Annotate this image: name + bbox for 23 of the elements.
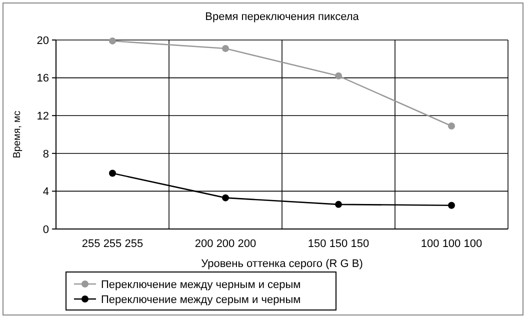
point xyxy=(109,37,116,44)
point xyxy=(222,45,229,52)
x-axis-title: Уровень оттенка серого (R G B) xyxy=(201,258,363,270)
point xyxy=(335,200,342,208)
point xyxy=(448,122,455,130)
y-tick-label: 12 xyxy=(36,110,49,122)
y-tick-label: 4 xyxy=(42,186,49,198)
x-tick-label: 200 200 200 xyxy=(194,238,256,250)
point xyxy=(222,194,229,202)
point xyxy=(109,170,116,177)
x-tick-label: 100 100 100 xyxy=(420,238,482,250)
y-tick-label: 20 xyxy=(36,34,49,47)
legend-label: Переключение между черным и серым xyxy=(101,278,301,291)
y-tick-label: 8 xyxy=(42,148,49,160)
point xyxy=(335,72,342,80)
y-tick-label: 16 xyxy=(36,72,49,85)
x-tick-label: 255 255 255 xyxy=(82,238,144,250)
y-axis-title: Время, мс xyxy=(12,110,23,158)
legend-label: Переключение между серым и черным xyxy=(101,294,301,306)
point xyxy=(448,202,455,209)
chart-title: Время переключения пиксела xyxy=(205,11,360,23)
y-tick-label: 0 xyxy=(42,224,49,236)
x-tick-label: 150 150 150 xyxy=(308,238,370,250)
